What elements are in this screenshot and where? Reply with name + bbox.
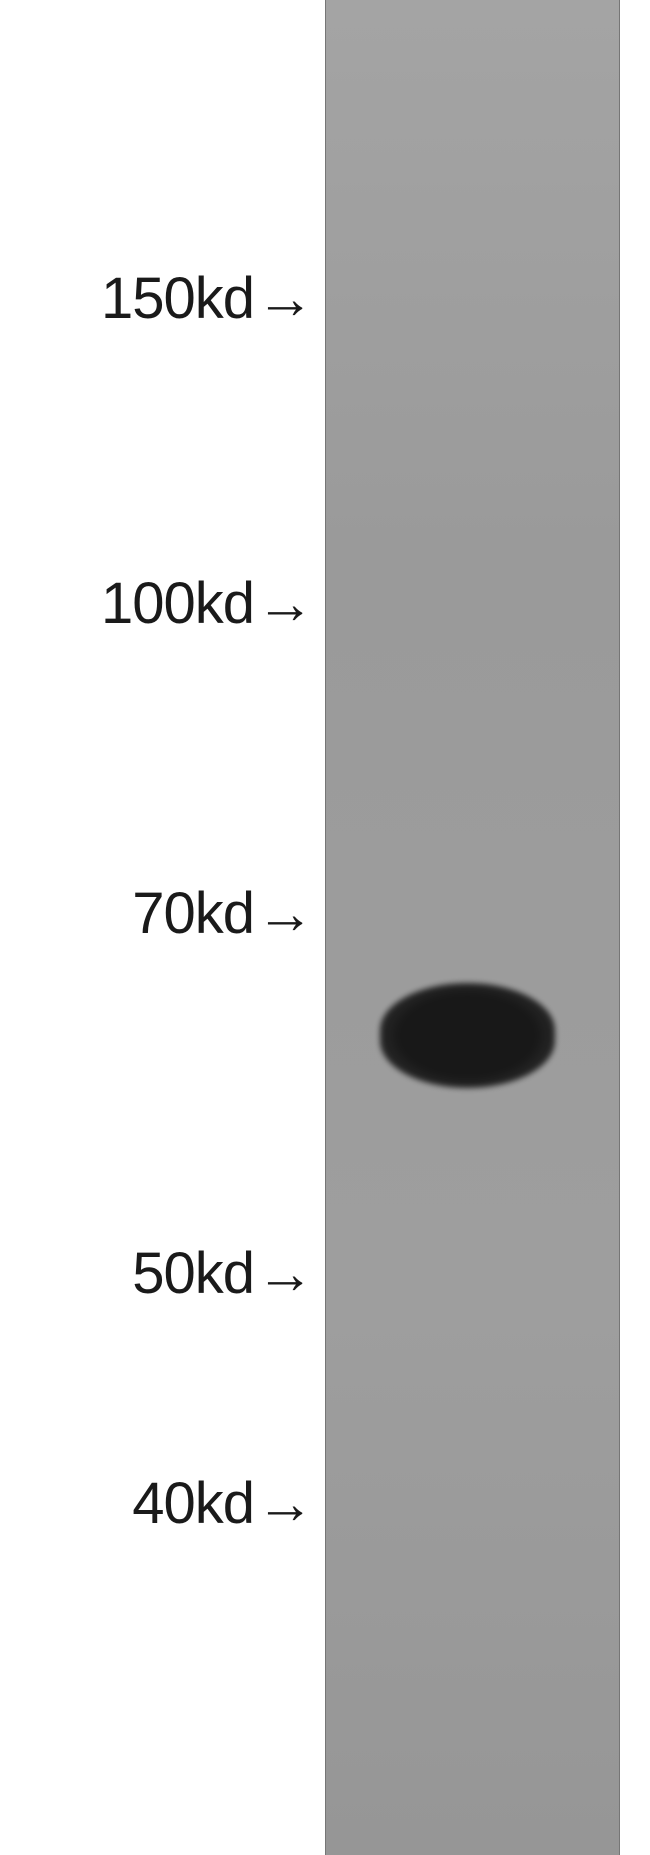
marker-label: 50kd (132, 1240, 254, 1307)
arrow-icon: → (256, 1245, 314, 1303)
arrow-icon: → (256, 270, 314, 328)
arrow-icon: → (256, 575, 314, 633)
marker-label: 70kd (132, 880, 254, 947)
marker-label: 150kd (101, 265, 254, 332)
marker-row: 50kd→ (0, 1240, 320, 1307)
arrow-icon: → (256, 1475, 314, 1533)
marker-label: 40kd (132, 1470, 254, 1537)
marker-row: 40kd→ (0, 1470, 320, 1537)
arrow-icon: → (256, 885, 314, 943)
marker-row: 70kd→ (0, 880, 320, 947)
blot-lane (325, 0, 620, 1855)
marker-label: 100kd (101, 570, 254, 637)
marker-row: 100kd→ (0, 570, 320, 637)
marker-row: 150kd→ (0, 265, 320, 332)
protein-band (380, 983, 555, 1088)
